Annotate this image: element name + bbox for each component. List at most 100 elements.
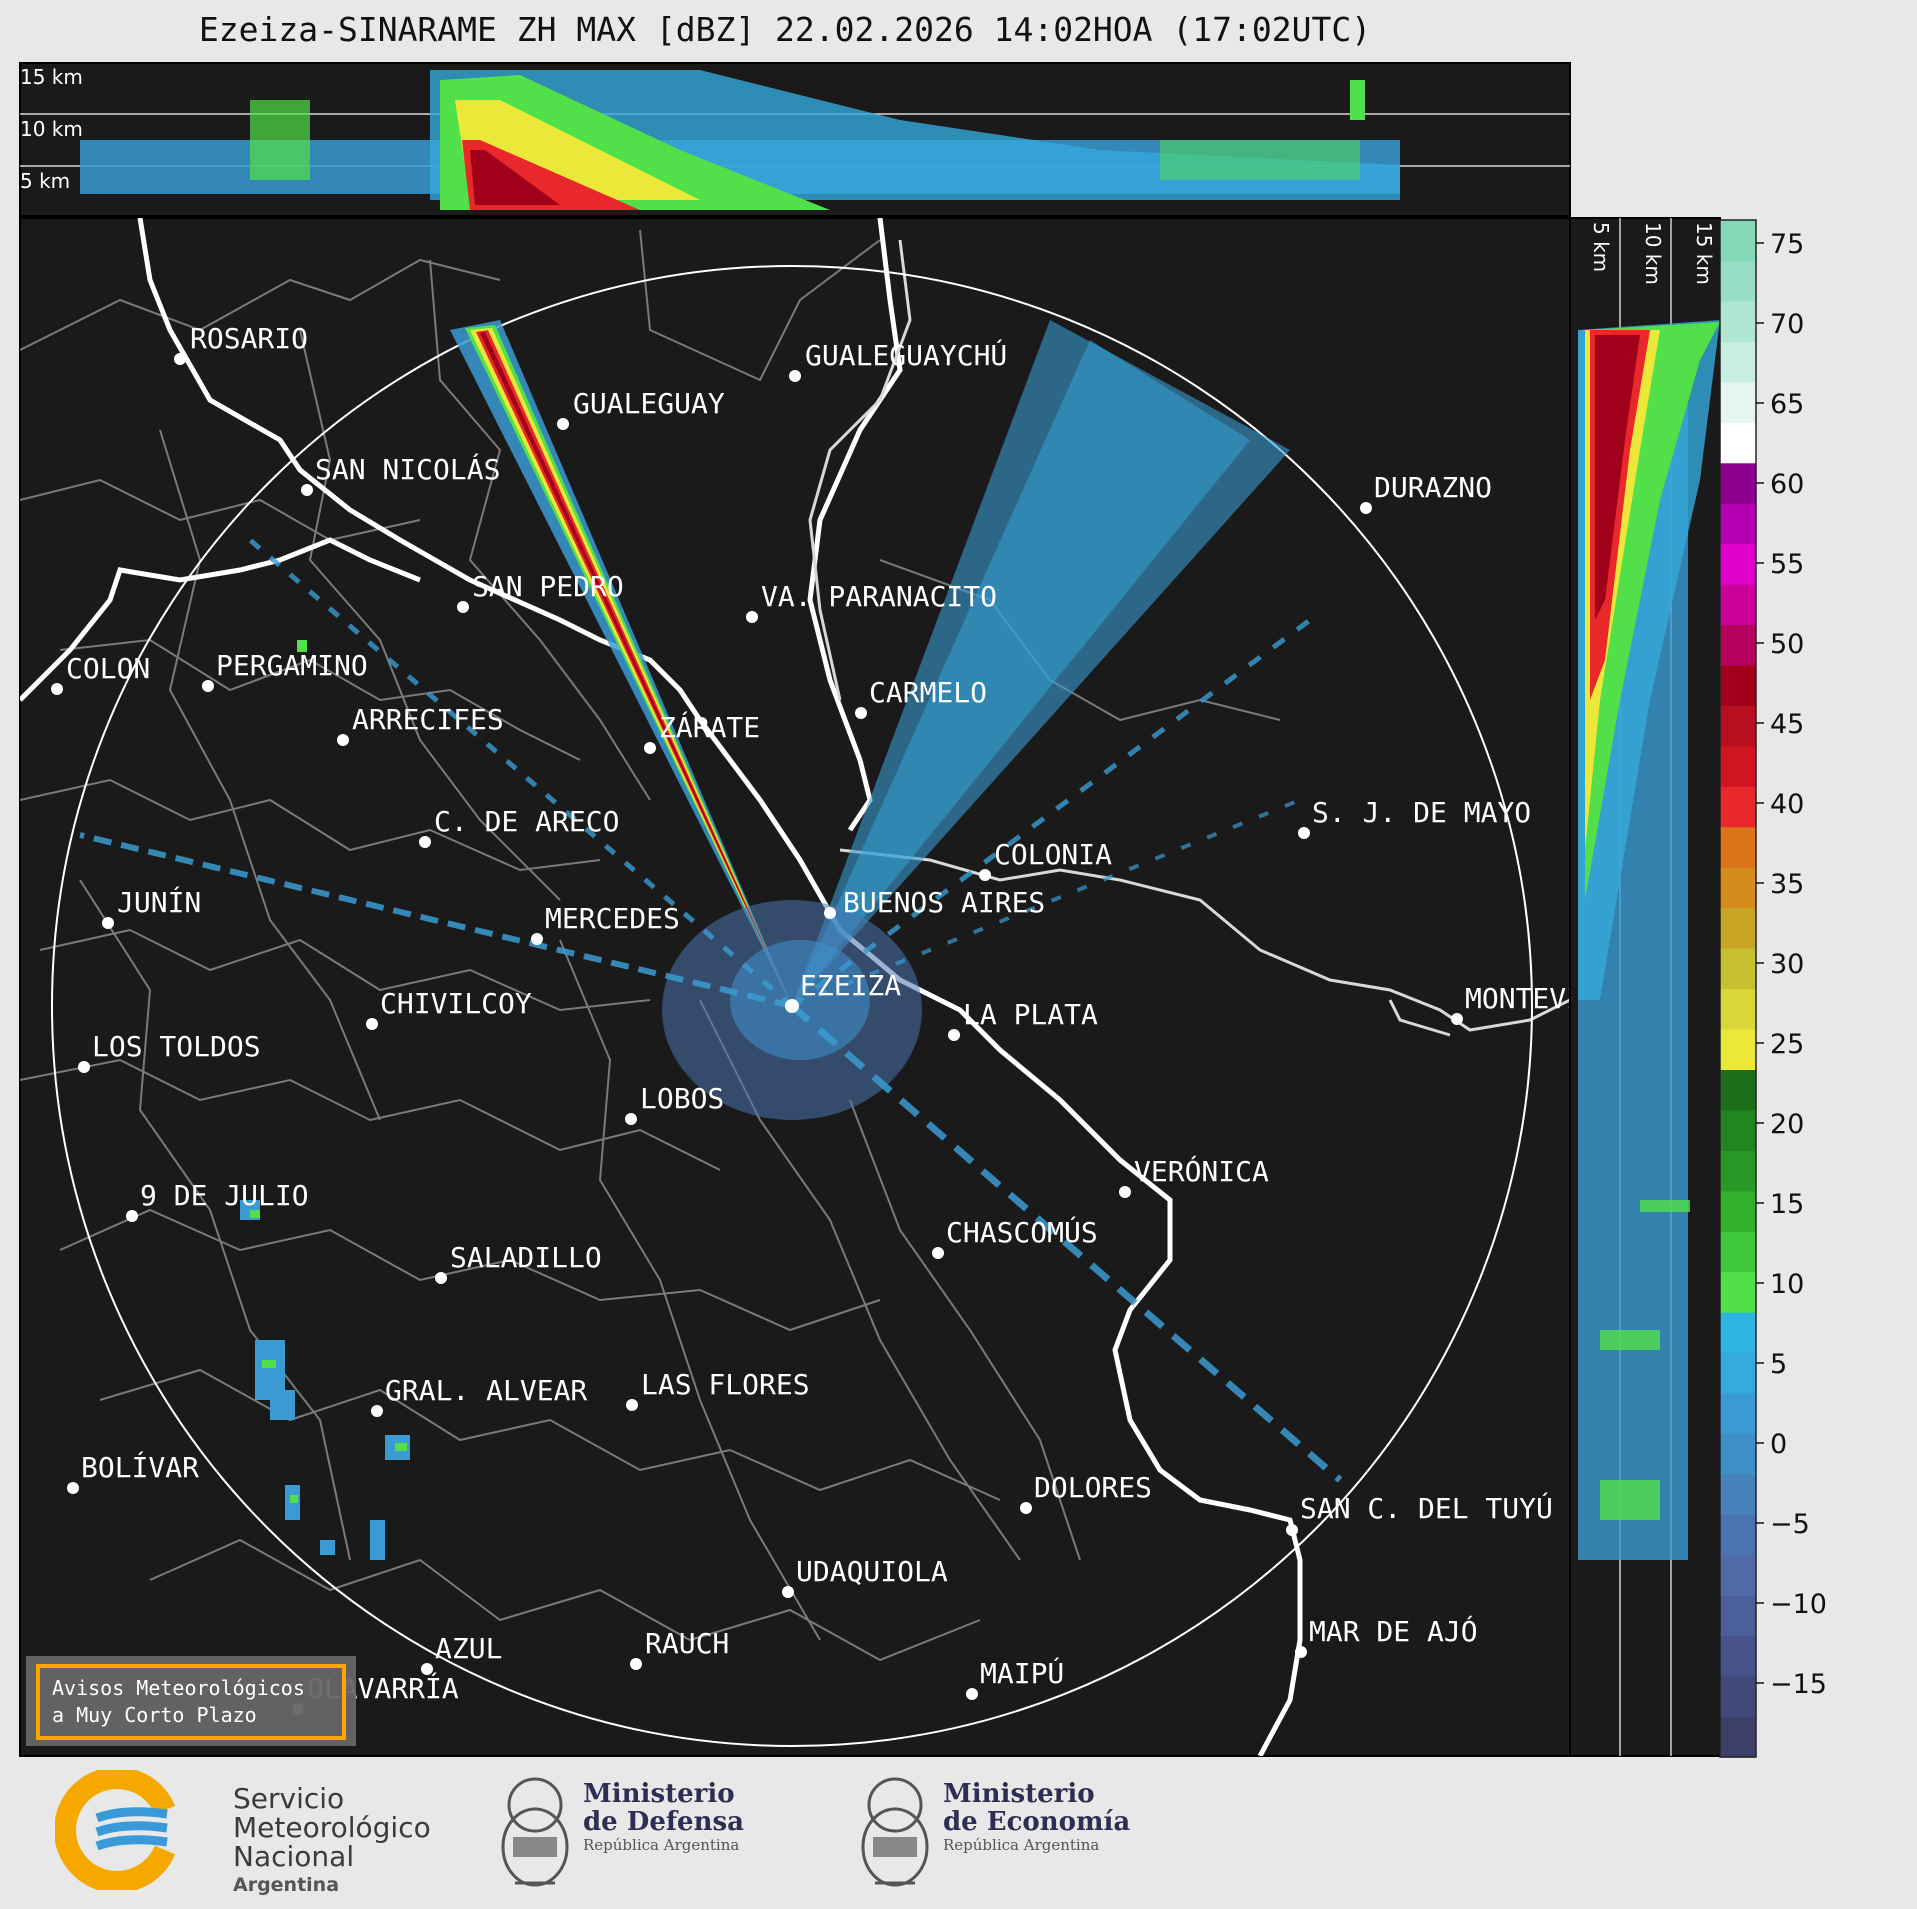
city-marker: MAR DE AJÓ xyxy=(1295,1614,1478,1658)
city-label: DURAZNO xyxy=(1374,471,1492,504)
city-label: PERGAMINO xyxy=(216,649,368,682)
city-marker: SALADILLO xyxy=(435,1241,602,1284)
city-marker: DURAZNO xyxy=(1360,471,1492,514)
city-marker: MERCEDES xyxy=(531,902,680,945)
city-label: GUALEGUAY xyxy=(573,387,725,420)
warning-line-2: a Muy Corto Plazo xyxy=(52,1703,257,1727)
range-ring xyxy=(51,265,1533,1747)
colorbar-swatch xyxy=(1720,341,1756,383)
colorbar-tick-label: 45 xyxy=(1770,709,1804,740)
city-label: S. J. DE MAYO xyxy=(1312,796,1531,829)
defensa-line-2: de Defensa xyxy=(583,1807,744,1837)
city-marker: PERGAMINO xyxy=(202,649,368,692)
city-label: MAR DE AJÓ xyxy=(1309,1614,1478,1648)
colorbar-swatch xyxy=(1720,543,1756,585)
colorbar-swatch xyxy=(1720,1190,1756,1232)
page-title: Ezeiza-SINARAME ZH MAX [dBZ] 22.02.2026 … xyxy=(198,10,1372,49)
city-marker: GUALEGUAY xyxy=(557,387,725,430)
city-marker: LAS FLORES xyxy=(626,1368,810,1411)
city-label: ARRECIFES xyxy=(352,703,504,736)
city-label: SAN C. DEL TUYÚ xyxy=(1300,1491,1553,1525)
colorbar-swatch xyxy=(1720,381,1756,423)
smn-country: Argentina xyxy=(233,1874,340,1896)
colorbar-tick-label: 20 xyxy=(1770,1109,1804,1140)
colorbar-swatch xyxy=(1720,1109,1756,1151)
city-label: 9 DE JULIO xyxy=(140,1179,309,1212)
city-label: CHIVILCOY xyxy=(380,987,532,1020)
city-marker: BUENOS AIRES xyxy=(824,886,1045,919)
city-marker: LOBOS xyxy=(625,1082,724,1125)
economia-line-2: de Economía xyxy=(943,1807,1131,1837)
city-label: COLON xyxy=(66,652,150,685)
side-height-label: 15 km xyxy=(1692,222,1716,285)
colorbar-tick-label: −15 xyxy=(1770,1669,1827,1700)
radar-echoes xyxy=(79,320,1343,1560)
city-marker: LA PLATA xyxy=(948,998,1098,1041)
colorbar-tick-label: 60 xyxy=(1770,469,1804,500)
colorbar-swatch xyxy=(1720,705,1756,747)
city-label: LA PLATA xyxy=(963,998,1098,1031)
city-label: MERCEDES xyxy=(545,902,680,935)
defensa-wordmark: Ministerio de Defensa República Argentin… xyxy=(583,1780,744,1854)
radar-map: ROSARIO GUALEGUAYCHÚ GUALEGUAY SAN NICOL… xyxy=(19,217,1571,1757)
colorbar-swatch xyxy=(1720,462,1756,504)
colorbar-swatch xyxy=(1720,1595,1756,1637)
colorbar-swatch xyxy=(1720,1271,1756,1313)
warning-line-1: Avisos Meteorológicos xyxy=(52,1676,305,1700)
river-borders xyxy=(808,239,1570,1037)
colorbar-swatch xyxy=(1720,745,1756,787)
city-marker: COLONIA xyxy=(979,838,1112,881)
city-label: GUALEGUAYCHÚ xyxy=(805,338,1007,372)
colorbar-swatch xyxy=(1720,1028,1756,1070)
economia-line-1: Ministerio xyxy=(943,1779,1095,1809)
city-label: LAS FLORES xyxy=(641,1368,810,1401)
district-boundaries xyxy=(20,229,1281,1662)
city-label: VERÓNICA xyxy=(1134,1154,1269,1188)
city-marker: GRAL. ALVEAR xyxy=(371,1374,587,1417)
smn-line-3: Nacional xyxy=(233,1840,355,1873)
city-marker: GUALEGUAYCHÚ xyxy=(789,338,1007,382)
top-height-label: 10 km xyxy=(20,117,83,141)
city-marker: 9 DE JULIO xyxy=(126,1179,309,1222)
warning-box[interactable]: Avisos Meteorológicos a Muy Corto Plazo xyxy=(26,1656,356,1746)
city-marker: UDAQUIOLA xyxy=(782,1555,948,1598)
colorbar-tick-label: 70 xyxy=(1770,309,1804,340)
smn-logo: Servicio Meteorológico Nacional Argentin… xyxy=(55,1760,431,1900)
smn-emblem-icon xyxy=(55,1770,176,1890)
city-marker: ROSARIO xyxy=(174,322,308,365)
city-label: VA. PARANACITO xyxy=(761,580,997,613)
city-label: GRAL. ALVEAR xyxy=(385,1374,587,1407)
city-marker: JUNÍN xyxy=(102,885,201,929)
city-label: CHASCOMÚS xyxy=(946,1215,1098,1249)
colorbar-tick-label: 50 xyxy=(1770,629,1804,660)
defensa-logo: Ministerio de Defensa República Argentin… xyxy=(495,1760,755,1900)
city-marker: BOLÍVAR xyxy=(67,1450,199,1494)
city-marker: MONTEVIDEO xyxy=(1451,982,1570,1025)
colorbar-tick-label: 35 xyxy=(1770,869,1804,900)
colorbar-swatch xyxy=(1720,1069,1756,1111)
colorbar-swatch xyxy=(1720,503,1756,545)
city-label: SAN NICOLÁS xyxy=(315,452,500,486)
economia-wordmark: Ministerio de Economía República Argenti… xyxy=(943,1780,1130,1854)
city-label: SALADILLO xyxy=(450,1241,602,1274)
city-marker: AZUL xyxy=(421,1632,502,1675)
colorbar-swatch xyxy=(1720,300,1756,342)
smn-line-2: Meteorológico xyxy=(233,1811,431,1844)
city-marker: EZEIZA xyxy=(785,969,901,1013)
city-label: ROSARIO xyxy=(190,322,308,355)
colorbar-swatch xyxy=(1720,948,1756,990)
colorbar-swatch xyxy=(1720,624,1756,666)
colorbar-tick-label: 10 xyxy=(1770,1269,1804,1300)
colorbar-tick-label: 55 xyxy=(1770,549,1804,580)
city-marker: LOS TOLDOS xyxy=(78,1030,261,1073)
colorbar-swatch xyxy=(1720,1231,1756,1273)
city-marker: COLON xyxy=(51,652,150,695)
city-label: UDAQUIOLA xyxy=(796,1555,948,1588)
colorbar-swatch xyxy=(1720,1635,1756,1677)
city-marker: SAN NICOLÁS xyxy=(301,452,500,496)
city-label: ZÁRATE xyxy=(659,710,760,744)
city-marker: S. J. DE MAYO xyxy=(1298,796,1531,839)
colorbar-swatch xyxy=(1720,1676,1756,1718)
defensa-line-1: Ministerio xyxy=(583,1779,735,1809)
